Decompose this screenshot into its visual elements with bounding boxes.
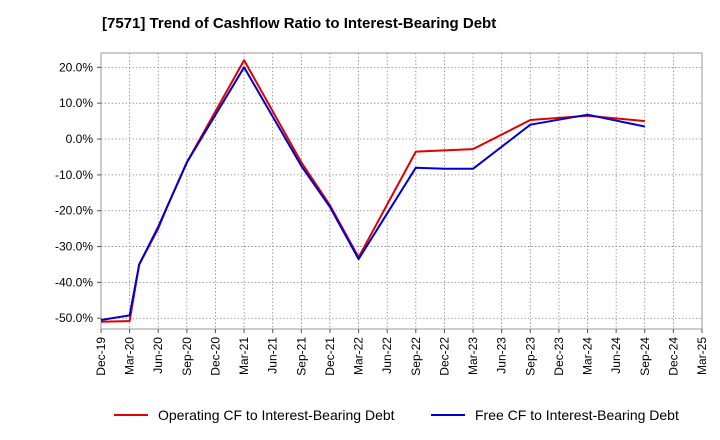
legend: Operating CF to Interest-Bearing Debt Fr… bbox=[0, 404, 720, 426]
y-axis: 20.0% 10.0% 0.0% -10.0% -20.0% -30.0% -40.0% -5… bbox=[55, 60, 101, 325]
series-group bbox=[100, 59, 646, 323]
y-tick-label: 0.0% bbox=[66, 132, 94, 146]
x-tick-label: Mar-25 bbox=[695, 337, 709, 375]
legend-swatch-free-cf bbox=[431, 414, 465, 416]
x-tick-label: Mar-22 bbox=[352, 337, 366, 375]
y-tick-label: -30.0% bbox=[55, 240, 93, 254]
legend-label-free-cf: Free CF to Interest-Bearing Debt bbox=[475, 407, 679, 423]
y-tick-label: -40.0% bbox=[55, 275, 93, 289]
x-tick-label: Jun-20 bbox=[151, 337, 165, 374]
y-tick-label: -20.0% bbox=[55, 204, 93, 218]
x-tick-label: Jun-23 bbox=[495, 337, 509, 374]
legend-swatch-operating-cf bbox=[114, 414, 148, 416]
chart-title: [7571] Trend of Cashflow Ratio to Intere… bbox=[102, 15, 497, 32]
x-tick-label: Dec-23 bbox=[552, 337, 566, 376]
x-tick-label: Sep-23 bbox=[523, 337, 537, 376]
x-tick-label: Dec-19 bbox=[94, 337, 108, 376]
y-tick-label: 20.0% bbox=[59, 60, 93, 74]
x-axis: Dec-19 Mar-20 Jun-20 Sep-20 Dec-20 Mar-21 Jun-… bbox=[94, 329, 709, 376]
legend-label-operating-cf: Operating CF to Interest-Bearing Debt bbox=[158, 407, 395, 423]
x-tick-label: Jun-24 bbox=[609, 337, 623, 374]
x-tick-label: Sep-21 bbox=[294, 337, 308, 376]
x-tick-label: Dec-20 bbox=[208, 337, 222, 376]
x-tick-label: Jun-21 bbox=[266, 337, 280, 374]
x-tick-label: Sep-20 bbox=[180, 337, 194, 376]
y-tick-label: -50.0% bbox=[55, 311, 93, 325]
x-tick-label: Jun-22 bbox=[380, 337, 394, 374]
y-tick-label: 10.0% bbox=[59, 96, 93, 110]
x-tick-label: Mar-23 bbox=[466, 337, 480, 375]
x-tick-label: Dec-24 bbox=[666, 337, 680, 376]
x-tick-label: Sep-24 bbox=[638, 337, 652, 376]
y-tick-label: -10.0% bbox=[55, 168, 93, 182]
x-tick-label: Mar-24 bbox=[581, 337, 595, 375]
x-tick-label: Dec-22 bbox=[437, 337, 451, 376]
legend-item-operating-cf: Operating CF to Interest-Bearing Debt bbox=[114, 404, 395, 426]
grid bbox=[101, 53, 702, 329]
x-tick-label: Mar-21 bbox=[237, 337, 251, 375]
legend-item-free-cf: Free CF to Interest-Bearing Debt bbox=[431, 404, 679, 426]
x-tick-label: Sep-22 bbox=[409, 337, 423, 376]
x-tick-label: Mar-20 bbox=[123, 337, 137, 375]
series-line-free-cf bbox=[100, 66, 646, 321]
x-tick-label: Dec-21 bbox=[323, 337, 337, 376]
